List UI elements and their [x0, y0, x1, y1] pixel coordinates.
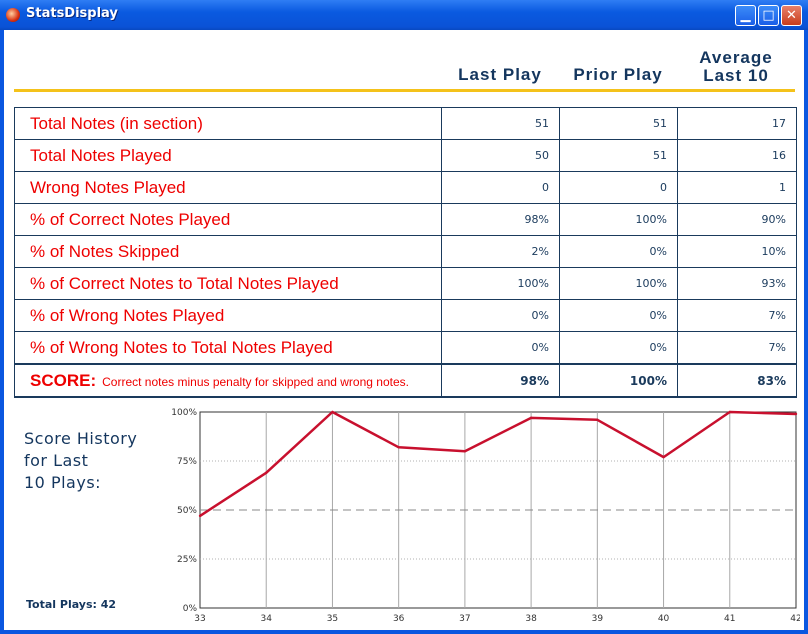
x-tick-label: 41 [724, 614, 735, 624]
app-icon[interactable] [6, 8, 20, 22]
data-point [728, 410, 731, 414]
stats-row-avg: 17 [677, 107, 797, 140]
stats-row-last: 0 [441, 171, 560, 204]
x-tick-label: 35 [327, 614, 338, 624]
data-point [397, 446, 400, 449]
score-history-chart: 0% 25% 50% 75% 100% 33 34 35 36 37 38 39 40 41 42 [171, 408, 800, 624]
minimize-icon: ▁ [740, 8, 751, 23]
maximize-button[interactable]: □ [758, 5, 779, 26]
score-prior: 100% [559, 363, 678, 398]
data-point [331, 410, 334, 414]
stats-row-label: % of Wrong Notes Played [14, 299, 442, 332]
client-area: Last Play Prior Play Average Last 10 Tot… [4, 30, 804, 630]
data-point [662, 455, 665, 459]
stats-row-last: 51 [441, 107, 560, 140]
data-point [265, 471, 268, 474]
x-tick-label: 39 [592, 614, 604, 624]
score-history-line [199, 410, 797, 517]
plot-area [199, 411, 797, 609]
y-tick-label: 50% [177, 506, 197, 516]
score-last: 98% [441, 363, 560, 398]
stats-row-prior: 0% [559, 299, 678, 332]
stats-row-label: % of Notes Skipped [14, 235, 442, 268]
stats-row-avg: 90% [677, 203, 797, 236]
score-row: SCORE: Correct notes minus penalty for sk… [14, 363, 797, 398]
window-title: StatsDisplay [26, 6, 118, 21]
score-history-title: Score History for Last 10 Plays: [24, 428, 174, 494]
minimize-button[interactable]: ▁ [735, 5, 756, 26]
stats-row: % of Wrong Notes Played 0% 0% 7% [14, 299, 797, 332]
x-tick-label: 40 [658, 614, 670, 624]
stats-row-prior: 51 [559, 139, 678, 172]
score-history-title-line3: 10 Plays: [24, 473, 102, 492]
stats-row-avg: 10% [677, 235, 797, 268]
score-history-title-line2: for Last [24, 451, 89, 470]
close-button[interactable]: ✕ [781, 5, 802, 26]
stats-row-prior: 0 [559, 171, 678, 204]
x-tick-label: 33 [194, 614, 205, 624]
stats-row-label: Wrong Notes Played [14, 171, 442, 204]
total-plays: Total Plays: 42 [26, 598, 117, 611]
stats-row: % of Correct Notes Played 98% 100% 90% [14, 203, 797, 236]
stats-row-avg: 7% [677, 331, 797, 365]
col-header-average-line1: Average [699, 48, 773, 67]
col-header-prior-play: Prior Play [573, 65, 663, 84]
stats-row-prior: 51 [559, 107, 678, 140]
col-header-last-play: Last Play [458, 65, 542, 84]
score-label-cell: SCORE: Correct notes minus penalty for sk… [14, 363, 442, 398]
stats-row-label: % of Wrong Notes to Total Notes Played [14, 331, 442, 365]
x-tick-label: 42 [790, 614, 800, 624]
stats-table: Total Notes (in section) 51 51 17 Total Note… [14, 107, 797, 398]
score-history-title-line1: Score History [24, 429, 138, 448]
data-point [596, 418, 599, 422]
col-header-average-line2: Last 10 [703, 66, 769, 85]
stats-row: Wrong Notes Played 0 0 1 [14, 171, 797, 204]
stats-row: % of Correct Notes to Total Notes Played… [14, 267, 797, 300]
stats-row-last: 98% [441, 203, 560, 236]
stats-row: Total Notes Played 50 51 16 [14, 139, 797, 172]
y-tick-label: 100% [171, 408, 197, 418]
data-point [794, 412, 798, 416]
stats-row-avg: 1 [677, 171, 797, 204]
close-icon: ✕ [786, 8, 797, 23]
x-tick-label: 38 [525, 614, 537, 624]
stats-row-last: 2% [441, 235, 560, 268]
stats-row-label: % of Correct Notes to Total Notes Played [14, 267, 442, 300]
y-tick-label: 25% [177, 555, 197, 565]
data-point [463, 450, 467, 453]
x-tick-label: 36 [393, 614, 405, 624]
stats-row-prior: 100% [559, 267, 678, 300]
stats-row-prior: 0% [559, 235, 678, 268]
score-description: Correct notes minus penalty for skipped … [102, 374, 409, 389]
header-divider [14, 89, 795, 92]
stats-row-label: Total Notes (in section) [14, 107, 442, 140]
stats-row-last: 50 [441, 139, 560, 172]
stats-row: Total Notes (in section) 51 51 17 [14, 107, 797, 140]
stats-row: % of Notes Skipped 2% 0% 10% [14, 235, 797, 268]
stats-row-prior: 100% [559, 203, 678, 236]
data-point [529, 416, 533, 420]
data-point [198, 514, 202, 518]
stats-row-prior: 0% [559, 331, 678, 365]
maximize-icon: □ [762, 8, 775, 23]
stats-row: % of Wrong Notes to Total Notes Played 0%… [14, 331, 797, 365]
stats-row-avg: 7% [677, 299, 797, 332]
stats-row-last: 100% [441, 267, 560, 300]
stats-row-label: % of Correct Notes Played [14, 203, 442, 236]
y-tick-label: 0% [183, 604, 198, 614]
y-tick-label: 75% [177, 457, 197, 467]
x-tick-label: 37 [459, 614, 470, 624]
stats-row-avg: 93% [677, 267, 797, 300]
stats-row-last: 0% [441, 299, 560, 332]
score-avg: 83% [677, 363, 797, 398]
stats-row-label: Total Notes Played [14, 139, 442, 172]
score-label: SCORE: [30, 370, 97, 390]
stats-row-last: 0% [441, 331, 560, 365]
title-bar[interactable]: StatsDisplay ▁ □ ✕ [0, 0, 808, 30]
x-tick-label: 34 [260, 614, 272, 624]
col-header-average: Average Last 10 [677, 49, 795, 85]
stats-row-avg: 16 [677, 139, 797, 172]
